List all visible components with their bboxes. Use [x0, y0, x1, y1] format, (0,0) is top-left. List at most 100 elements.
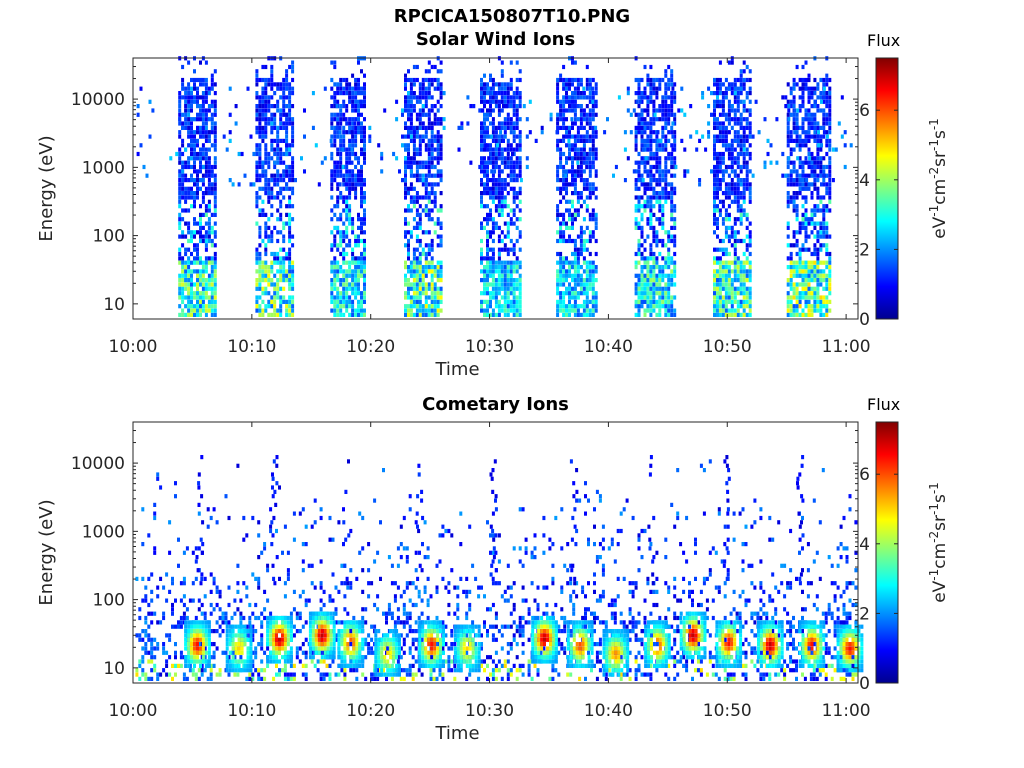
heatmap-cell [273, 160, 277, 165]
heatmap-cell [652, 191, 656, 196]
heatmap-cell [664, 273, 668, 278]
heatmap-cell [207, 282, 211, 287]
heatmap-cell [727, 217, 731, 222]
heatmap-cell [181, 312, 185, 317]
heatmap-cell [742, 308, 746, 313]
heatmap-cell [494, 104, 498, 109]
heatmap-cell [512, 173, 516, 178]
heatmap-cell [430, 273, 434, 278]
heatmap-cell [398, 169, 401, 174]
heatmap-cell [515, 143, 519, 148]
heatmap-cell [652, 230, 656, 235]
heatmap-cell [282, 77, 286, 83]
heatmap-cell [640, 212, 644, 217]
heatmap-cell [670, 217, 674, 222]
heatmap-cell [724, 147, 728, 152]
heatmap-cell [348, 273, 352, 278]
heatmap-cell [649, 256, 653, 261]
heatmap-cell [739, 195, 743, 200]
heatmap-cell [430, 121, 434, 126]
heatmap-cell [588, 125, 592, 130]
heatmap-cell [204, 191, 208, 196]
heatmap-cell [655, 265, 659, 270]
heatmap-cell [273, 82, 277, 87]
heatmap-cell [739, 212, 743, 217]
heatmap-cell [748, 238, 752, 244]
heatmap-cell [418, 243, 422, 248]
heatmap-cell [716, 134, 719, 139]
heatmap-cell [497, 112, 501, 117]
heatmap-cell [339, 173, 343, 178]
heatmap-cell [670, 238, 674, 244]
heatmap-cell [562, 138, 566, 143]
heatmap-cell [573, 99, 577, 104]
heatmap-cell [348, 238, 352, 244]
heatmap-cell [582, 169, 586, 174]
heatmap-cell [330, 117, 334, 122]
heatmap-cell [273, 112, 277, 117]
heatmap-cell [804, 265, 808, 270]
heatmap-cell [187, 312, 191, 317]
heatmap-cell [409, 130, 413, 135]
heatmap-cell [491, 282, 495, 287]
heatmap-cell [273, 104, 277, 109]
heatmap-cell [500, 230, 504, 235]
heatmap-cell [792, 269, 796, 274]
heatmap-cell [213, 260, 217, 265]
heatmap-cell [591, 134, 595, 139]
heatmap-cell [342, 130, 346, 135]
heatmap-cell [330, 121, 334, 126]
heatmap-cell [512, 295, 516, 300]
heatmap-cell [184, 234, 188, 239]
heatmap-cell [409, 182, 413, 187]
heatmap-cell [807, 125, 811, 130]
heatmap-cell [201, 178, 205, 183]
heatmap-cell [658, 82, 662, 87]
heatmap-cell [503, 91, 507, 96]
heatmap-cell [497, 225, 501, 230]
heatmap-cell [258, 151, 262, 157]
heatmap-cell [591, 278, 595, 283]
heatmap-cell [407, 164, 410, 170]
heatmap-cell [649, 125, 653, 130]
heatmap-cell [825, 308, 829, 313]
heatmap-cell [415, 160, 419, 165]
heatmap-cell [512, 312, 516, 317]
heatmap-cell [204, 60, 208, 65]
heatmap-cell [559, 304, 563, 309]
heatmap-cell [404, 234, 407, 239]
heatmap-cell [751, 173, 755, 178]
heatmap-cell [509, 178, 513, 183]
heatmap-cell [190, 282, 193, 287]
heatmap-cell [181, 77, 185, 83]
heatmap-cell [330, 143, 334, 148]
heatmap-cell [573, 138, 577, 143]
heatmap-cell [433, 291, 437, 296]
heatmap-cell [291, 299, 295, 304]
heatmap-cell [594, 186, 598, 191]
heatmap-cell [649, 169, 653, 174]
heatmap-cell [667, 273, 671, 278]
heatmap-cell [421, 82, 425, 87]
heatmap-cell [412, 77, 416, 83]
heatmap-cell [828, 282, 832, 287]
heatmap-cell [261, 104, 265, 109]
heatmap-cell [667, 117, 671, 122]
heatmap-cell [483, 204, 486, 209]
heatmap-cell [649, 77, 653, 83]
heatmap-cell [204, 147, 208, 152]
heatmap-cell [594, 212, 598, 217]
heatmap-cell [330, 60, 334, 65]
heatmap-cell [339, 230, 343, 235]
heatmap-cell [588, 278, 592, 283]
heatmap-cell [486, 243, 489, 248]
heatmap-cell [339, 82, 343, 87]
heatmap-cell [634, 286, 638, 291]
heatmap-cell [404, 134, 407, 139]
heatmap-cell [503, 199, 507, 204]
heatmap-cell [483, 312, 486, 317]
heatmap-cell [571, 156, 574, 161]
heatmap-cell [181, 112, 185, 117]
heatmap-cell [518, 156, 522, 161]
heatmap-cell [736, 143, 740, 148]
